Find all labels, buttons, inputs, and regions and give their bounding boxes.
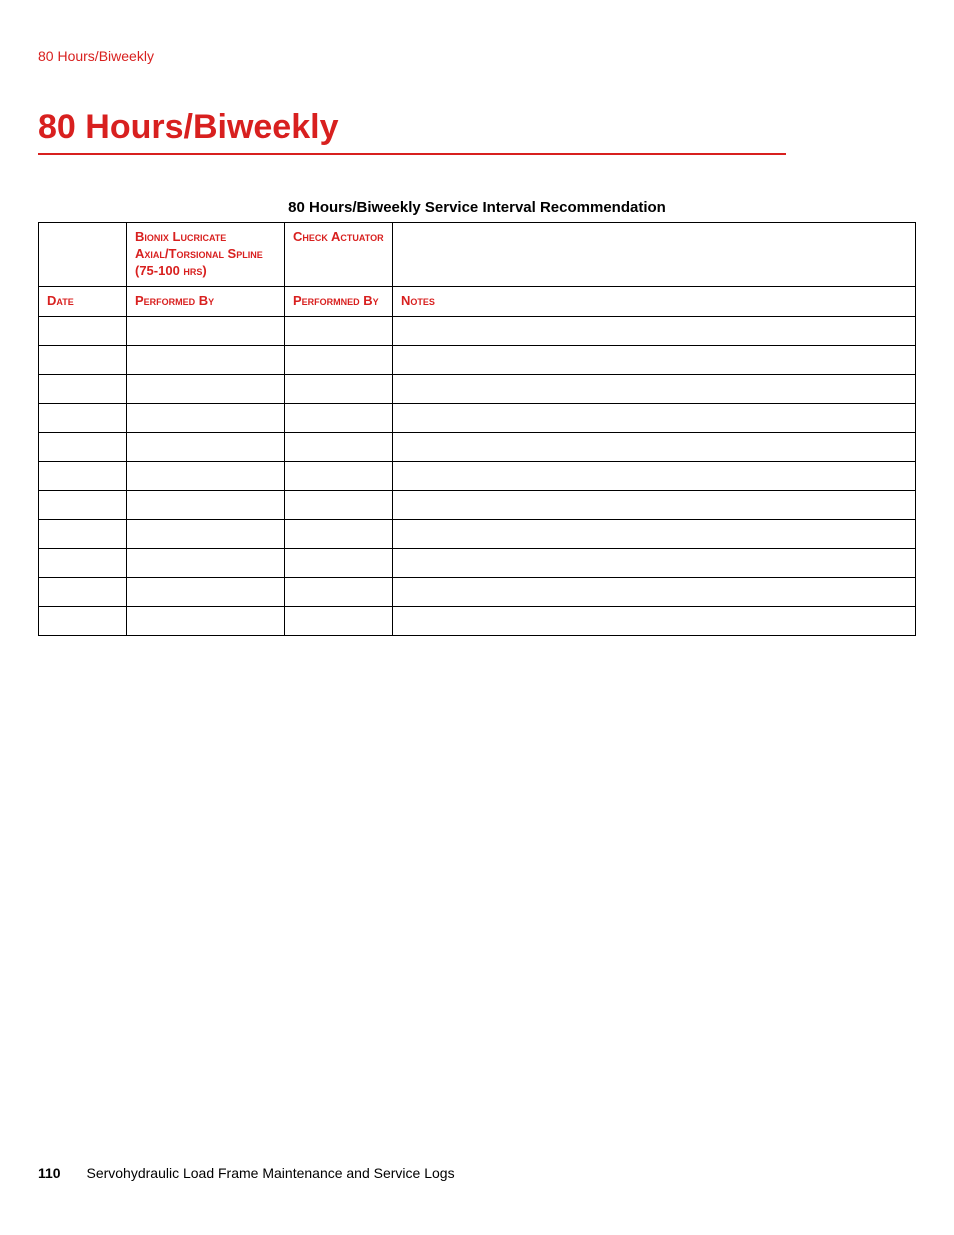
hdr2-performedby: Performed By <box>127 286 285 316</box>
page-number: 110 <box>38 1165 61 1181</box>
table-caption: 80 Hours/Biweekly Service Interval Recom… <box>38 199 916 216</box>
section-title: 80 Hours/Biweekly <box>38 108 916 147</box>
table-row <box>39 374 916 403</box>
table-cell[interactable] <box>127 490 285 519</box>
table-cell[interactable] <box>393 403 916 432</box>
table-cell[interactable] <box>127 577 285 606</box>
table-cell[interactable] <box>393 577 916 606</box>
table-cell[interactable] <box>127 403 285 432</box>
table-cell[interactable] <box>39 345 127 374</box>
table-cell[interactable] <box>393 461 916 490</box>
table-row <box>39 345 916 374</box>
table-cell[interactable] <box>39 461 127 490</box>
table-cell[interactable] <box>39 374 127 403</box>
table-cell[interactable] <box>39 490 127 519</box>
table-cell[interactable] <box>127 606 285 635</box>
table-cell[interactable] <box>127 432 285 461</box>
table-cell[interactable] <box>127 374 285 403</box>
footer-title: Servohydraulic Load Frame Maintenance an… <box>86 1165 454 1181</box>
table-row <box>39 490 916 519</box>
table-cell[interactable] <box>285 490 393 519</box>
table-cell[interactable] <box>285 345 393 374</box>
service-log-tbody <box>39 316 916 635</box>
table-row <box>39 316 916 345</box>
table-row <box>39 403 916 432</box>
table-cell[interactable] <box>393 519 916 548</box>
table-cell[interactable] <box>39 432 127 461</box>
title-underline <box>38 153 786 155</box>
hdr1-blank-date <box>39 223 127 287</box>
table-cell[interactable] <box>127 519 285 548</box>
table-row <box>39 461 916 490</box>
table-cell[interactable] <box>39 403 127 432</box>
table-cell[interactable] <box>39 519 127 548</box>
table-cell[interactable] <box>285 606 393 635</box>
table-cell[interactable] <box>393 606 916 635</box>
table-header-row-2: Date Performed By Performned By Notes <box>39 286 916 316</box>
table-cell[interactable] <box>285 577 393 606</box>
table-cell[interactable] <box>393 548 916 577</box>
table-cell[interactable] <box>127 461 285 490</box>
hdr2-date: Date <box>39 286 127 316</box>
table-cell[interactable] <box>285 403 393 432</box>
table-cell[interactable] <box>285 316 393 345</box>
hdr2-performedby2: Performned By <box>285 286 393 316</box>
table-header-row-1: Bionix Lucricate Axial/Torsional Spline … <box>39 223 916 287</box>
table-cell[interactable] <box>39 606 127 635</box>
table-cell[interactable] <box>285 519 393 548</box>
table-cell[interactable] <box>285 461 393 490</box>
table-row <box>39 606 916 635</box>
running-header: 80 Hours/Biweekly <box>38 48 916 64</box>
table-row <box>39 432 916 461</box>
table-cell[interactable] <box>127 548 285 577</box>
table-cell[interactable] <box>393 374 916 403</box>
table-cell[interactable] <box>393 345 916 374</box>
table-cell[interactable] <box>127 316 285 345</box>
table-row <box>39 548 916 577</box>
table-cell[interactable] <box>393 316 916 345</box>
hdr2-notes: Notes <box>393 286 916 316</box>
hdr1-check: Check Actuator <box>285 223 393 287</box>
hdr1-blank-notes <box>393 223 916 287</box>
table-cell[interactable] <box>285 548 393 577</box>
table-cell[interactable] <box>39 548 127 577</box>
table-row <box>39 519 916 548</box>
page: 80 Hours/Biweekly 80 Hours/Biweekly 80 H… <box>0 0 954 1235</box>
page-footer: 110 Servohydraulic Load Frame Maintenanc… <box>38 1165 455 1181</box>
table-cell[interactable] <box>285 432 393 461</box>
hdr1-lubricate: Bionix Lucricate Axial/Torsional Spline … <box>127 223 285 287</box>
table-row <box>39 577 916 606</box>
table-cell[interactable] <box>393 432 916 461</box>
table-cell[interactable] <box>393 490 916 519</box>
service-log-table: Bionix Lucricate Axial/Torsional Spline … <box>38 222 916 636</box>
table-cell[interactable] <box>39 577 127 606</box>
table-cell[interactable] <box>39 316 127 345</box>
table-cell[interactable] <box>285 374 393 403</box>
table-cell[interactable] <box>127 345 285 374</box>
